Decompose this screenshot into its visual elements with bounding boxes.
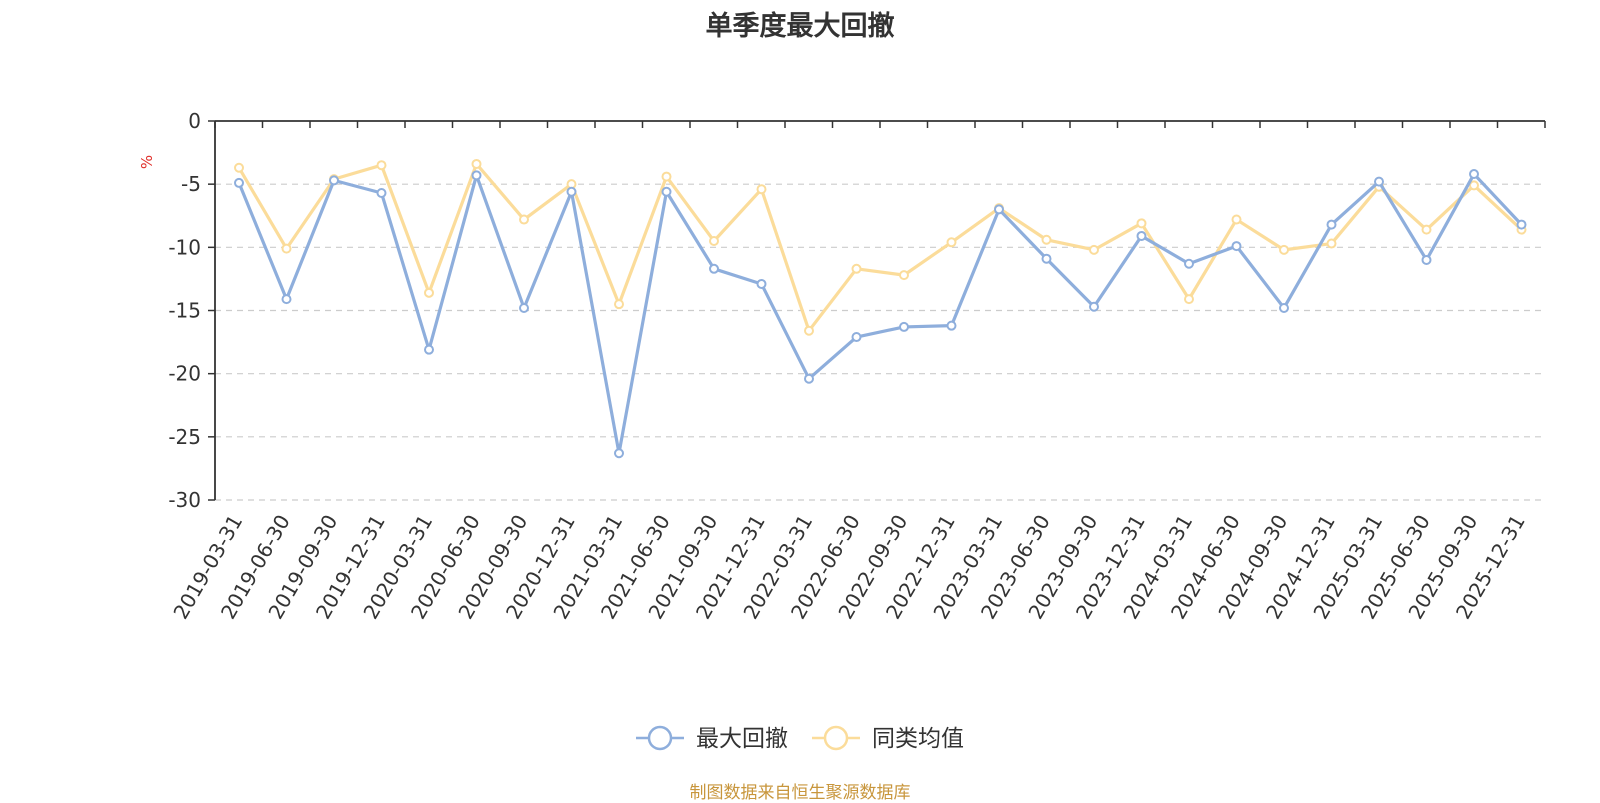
y-tick-label: -15 [168, 299, 201, 323]
data-point [1089, 244, 1099, 255]
legend[interactable]: 最大回撤 同类均值 [636, 725, 964, 752]
data-point [756, 184, 767, 195]
data-point [851, 263, 862, 274]
data-point [376, 188, 387, 199]
data-point [1041, 253, 1052, 264]
data-point [519, 214, 529, 225]
series-line [237, 172, 1523, 455]
data-point [1421, 224, 1432, 235]
data-point [1326, 238, 1337, 249]
data-point [566, 186, 577, 197]
chart-title: 单季度最大回撤 [705, 11, 895, 42]
data-point [614, 299, 624, 310]
data-point [1469, 169, 1479, 180]
data-point [234, 177, 244, 188]
data-point [1469, 180, 1479, 191]
data-point [661, 186, 672, 197]
data-point [1279, 302, 1289, 313]
data-point [899, 321, 909, 332]
data-point [1516, 219, 1527, 230]
data-point [1231, 241, 1242, 252]
data-point [1136, 230, 1147, 241]
data-point [424, 344, 434, 355]
legend-label: 最大回撤 [696, 726, 788, 752]
source-note: 制图数据来自恒生聚源数据库 [689, 783, 911, 803]
data-point [1136, 218, 1147, 229]
data-point [1231, 214, 1242, 225]
data-point [756, 278, 767, 289]
data-point [661, 171, 672, 182]
legend-marker [823, 725, 849, 751]
legend-label: 同类均值 [872, 726, 964, 752]
data-point [519, 302, 529, 313]
y-tick-label: -20 [168, 362, 201, 386]
data-point [709, 236, 719, 247]
data-point [329, 175, 339, 186]
series-lines [234, 158, 1527, 459]
axes: 0-5-10-15-20-25-302019-03-312019-06-3020… [168, 109, 1546, 623]
data-point [376, 160, 387, 171]
data-point [709, 263, 719, 274]
data-point [281, 243, 292, 254]
data-point [1041, 234, 1052, 245]
data-point [946, 237, 957, 248]
data-point [804, 373, 814, 384]
data-point [899, 270, 909, 281]
data-point [281, 294, 292, 305]
data-point [946, 320, 957, 331]
y-tick-label: 0 [188, 109, 201, 133]
y-tick-label: -10 [168, 235, 201, 259]
y-tick-label: -30 [168, 488, 201, 512]
data-point [471, 170, 482, 181]
data-point [851, 332, 862, 343]
data-point [1279, 244, 1289, 255]
data-point [1421, 254, 1432, 265]
legend-item-2[interactable]: 同类均值 [812, 725, 964, 752]
legend-item-1[interactable]: 最大回撤 [636, 725, 788, 752]
y-tick-label: -25 [168, 425, 201, 449]
data-point [1374, 176, 1384, 187]
series-line [237, 162, 1523, 333]
data-point [424, 287, 434, 298]
data-point [1184, 258, 1194, 269]
data-point [1184, 294, 1194, 305]
grid-lines [215, 183, 1545, 501]
series-1 [234, 169, 1527, 459]
data-point [614, 448, 624, 459]
data-point [234, 162, 244, 173]
data-point [1089, 301, 1099, 312]
data-point [1326, 219, 1337, 230]
y-axis-unit-label: % [138, 155, 156, 169]
data-point [471, 158, 482, 169]
legend-marker [647, 725, 673, 751]
data-point [994, 204, 1004, 215]
data-point [804, 325, 814, 336]
y-tick-label: -5 [181, 172, 201, 196]
